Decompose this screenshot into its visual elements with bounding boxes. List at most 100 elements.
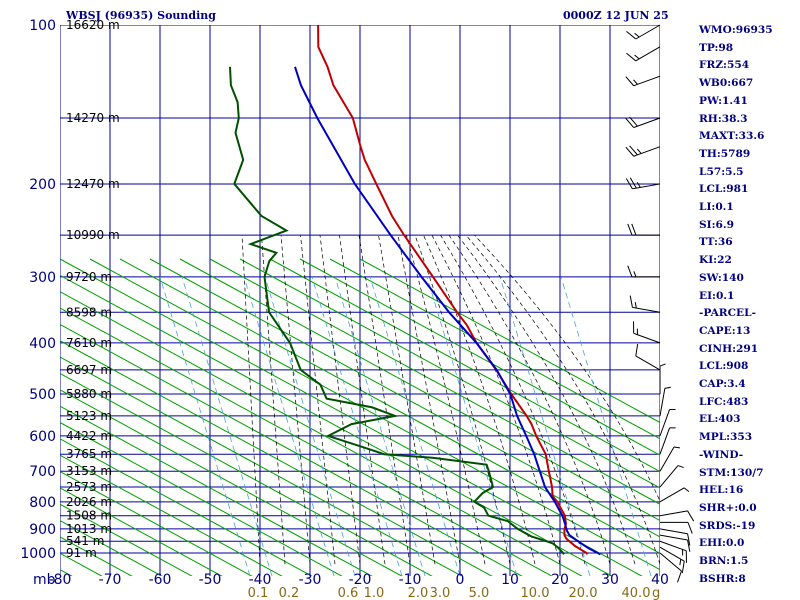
mixing-ratio-label: 3.0 (430, 586, 451, 600)
mixing-ratio-label: 10.0 (521, 586, 550, 600)
moist-adiabat-line (300, 235, 336, 565)
mixing-ratio-line (159, 276, 251, 576)
wind-barb-flag (633, 271, 637, 278)
mixing-ratio-label: 0.6 (338, 586, 359, 600)
wind-barb-flag (629, 116, 638, 127)
height-label: 1013 m (66, 522, 112, 536)
dry-adiabat-line (60, 389, 403, 576)
index-row: FRZ:554 (699, 59, 750, 72)
index-row: TT:36 (699, 236, 733, 249)
pressure-tick-label: 400 (29, 336, 56, 352)
sounding-time: 0000Z 12 JUN 25 (563, 9, 669, 22)
dry-adiabat-line (60, 291, 583, 576)
wind-barb-staff (633, 146, 661, 157)
wind-barb-flag (687, 510, 695, 522)
wind-barb-flag (687, 539, 691, 552)
pressure-tick-label: 100 (29, 18, 56, 34)
temperature-tick-label: -30 (299, 572, 322, 588)
wind-barb-flag (625, 118, 635, 128)
pressure-tick-label: 500 (29, 387, 56, 403)
wind-barb-flag (631, 223, 637, 236)
wind-barb-flag (627, 265, 633, 278)
moist-adiabat-line (414, 234, 511, 565)
mixing-ratio-label: 5.0 (469, 586, 490, 600)
wind-barb-flag (634, 302, 637, 309)
mixing-ratio-label: 0.2 (279, 586, 300, 600)
mixing-ratio-line (369, 276, 461, 576)
temperature-tick-label: 40 (651, 572, 669, 588)
wind-barb-staff (659, 388, 666, 416)
index-row: SW:140 (699, 271, 744, 284)
wind-barb-flag (629, 177, 637, 189)
index-row: BSHR:8 (699, 572, 746, 585)
mixing-ratio-line (499, 276, 591, 576)
dry-adiabat-line (60, 487, 223, 576)
mixing-ratio-line (311, 276, 403, 576)
height-label: 12470 m (66, 177, 120, 191)
wind-barb-flag (659, 363, 666, 367)
wind-barb-flag (677, 570, 682, 583)
height-label: 6697 m (66, 363, 112, 377)
mixing-ratio-line (181, 276, 273, 576)
pressure-tick-label: 200 (29, 177, 56, 193)
wind-barb-staff (659, 409, 671, 437)
index-row: RH:38.3 (699, 112, 748, 125)
wind-barb-flag (687, 522, 693, 534)
wind-barb-flag (677, 465, 684, 469)
mixing-ratio-label: 2.0 (408, 586, 429, 600)
wind-barb-flag (629, 295, 633, 308)
wind-barb-flag (625, 76, 635, 87)
wind-barb-flag (634, 54, 640, 60)
mixing-ratio-label: 40.0 (622, 586, 651, 600)
temperature-tick-label: 0 (456, 572, 465, 588)
moist-adiabat-line (280, 235, 311, 565)
index-row: LI:0.1 (699, 201, 734, 213)
dry-adiabat-line (329, 258, 660, 440)
dry-adiabat-line (119, 258, 660, 554)
dry-adiabat-line (209, 258, 660, 505)
mixing-ratio-label: 0.1 (248, 586, 269, 600)
index-row: TP:98 (699, 41, 734, 54)
height-label: 91 m (66, 546, 97, 560)
wind-barb-staff (633, 75, 661, 87)
moist-adiabat-line (339, 235, 386, 565)
wind-barb-staff (635, 355, 661, 371)
wind-barb-staff (635, 24, 661, 40)
dry-adiabat-line (60, 307, 553, 576)
wind-barb-staff (659, 528, 688, 535)
temperature-tick-label: -60 (149, 572, 172, 588)
dry-adiabat-line (60, 323, 523, 576)
parcel-trace (294, 66, 601, 556)
index-row: -WIND- (699, 448, 744, 461)
dry-adiabat-line (269, 258, 660, 473)
dry-adiabat-line (299, 258, 660, 456)
index-row: WB0:667 (699, 77, 754, 90)
index-row: EL:403 (699, 413, 741, 426)
height-label: 8598 m (66, 305, 112, 319)
index-row: CAPE:13 (699, 324, 751, 337)
temperature-tick-label: -70 (99, 572, 122, 588)
height-label: 16620 m (66, 18, 120, 32)
index-row: BRN:1.5 (699, 555, 749, 567)
index-row: SRDS:-19 (699, 519, 756, 532)
wind-barb-staff (633, 332, 661, 344)
wind-barbs-layer (625, 24, 695, 583)
height-label: 9720 m (66, 270, 112, 284)
wind-barb-flag (626, 31, 637, 40)
height-label: 2026 m (66, 495, 112, 509)
dry-adiabat-line (60, 356, 463, 576)
wind-barb-flag (664, 386, 671, 389)
mixing-ratio-line (560, 276, 652, 576)
dry-adiabat-line (60, 454, 283, 576)
mixing-ratio-line (426, 276, 518, 576)
mixing-ratio-label: 1.0 (364, 586, 385, 600)
wind-barb-flag (634, 32, 640, 38)
dry-adiabat-line (60, 503, 193, 576)
pressure-tick-label: 600 (29, 429, 56, 445)
temperature-tick-label: -20 (349, 572, 372, 588)
index-row: SHR+:0.0 (699, 501, 757, 514)
dry-adiabat-line (60, 438, 313, 576)
index-row: STM:130/7 (699, 466, 764, 479)
wind-barb-staff (659, 552, 682, 572)
